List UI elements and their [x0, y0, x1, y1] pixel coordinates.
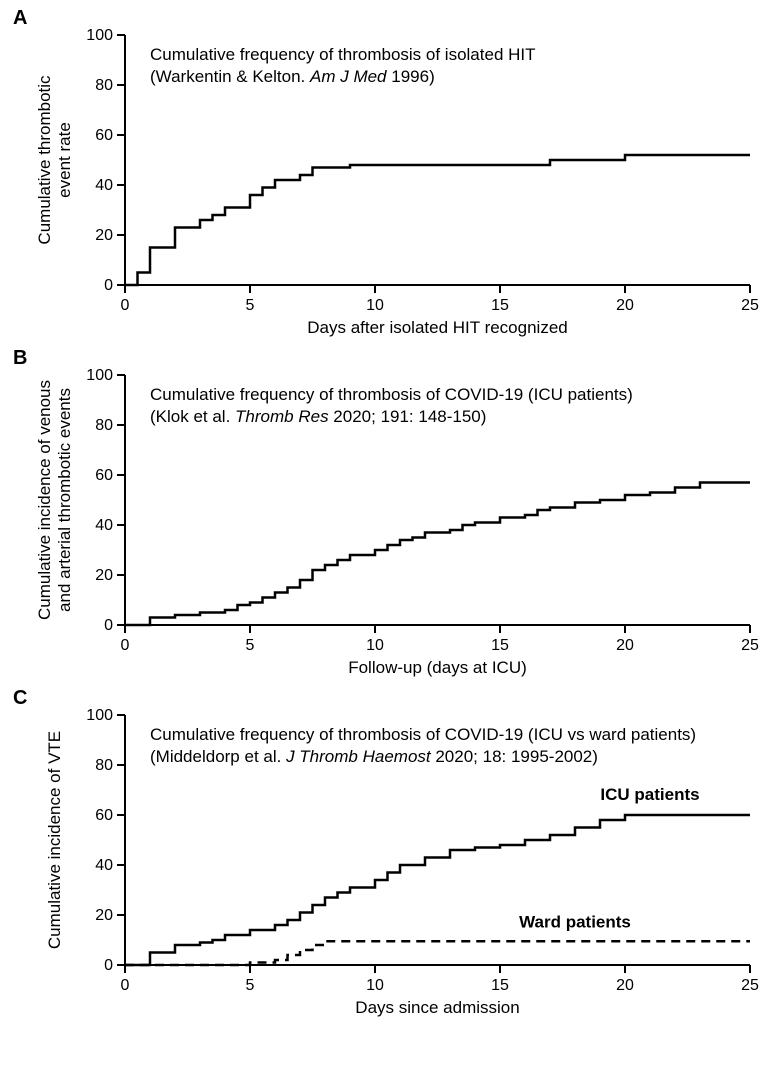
svg-text:25: 25 [741, 977, 759, 994]
svg-text:60: 60 [95, 467, 113, 484]
figure-container: A 0204060801000510152025Days after isola… [10, 10, 774, 1035]
svg-text:0: 0 [104, 277, 113, 294]
svg-text:20: 20 [616, 297, 634, 314]
svg-text:25: 25 [741, 637, 759, 654]
svg-text:Cumulative incidence of VTE: Cumulative incidence of VTE [45, 731, 64, 949]
svg-text:Ward patients: Ward patients [519, 913, 631, 932]
svg-text:Cumulative thrombotic: Cumulative thrombotic [35, 75, 54, 245]
svg-text:5: 5 [246, 637, 255, 654]
svg-text:20: 20 [616, 637, 634, 654]
svg-text:60: 60 [95, 127, 113, 144]
chart-a: 0 20 40 60 80 100 0 5 10 15 20 25 Days after isolate… [10, 10, 774, 340]
chart-c: 0 20 40 60 80 100 0 5 10 15 20 25 Days since admissi… [10, 690, 774, 1035]
panel-b-label: B [13, 347, 27, 370]
svg-text:20: 20 [95, 567, 113, 584]
svg-text:40: 40 [95, 177, 113, 194]
panel-c-label: C [13, 687, 27, 710]
svg-text:100: 100 [86, 367, 113, 384]
svg-text:40: 40 [95, 857, 113, 874]
svg-text:0: 0 [121, 977, 130, 994]
svg-text:(Klok et al. Thromb Res 2020;: (Klok et al. Thromb Res 2020; 191: 148-1… [150, 407, 486, 426]
svg-text:100: 100 [86, 707, 113, 724]
svg-text:100: 100 [86, 27, 113, 44]
svg-text:20: 20 [616, 977, 634, 994]
svg-text:10: 10 [366, 297, 384, 314]
svg-text:5: 5 [246, 977, 255, 994]
svg-text:0: 0 [104, 617, 113, 634]
svg-text:80: 80 [95, 757, 113, 774]
svg-text:and arterial thrombotic events: and arterial thrombotic events [55, 388, 74, 612]
svg-text:0: 0 [104, 957, 113, 974]
svg-text:15: 15 [491, 637, 509, 654]
svg-text:0: 0 [121, 637, 130, 654]
svg-text:40: 40 [95, 517, 113, 534]
svg-text:event rate: event rate [55, 122, 74, 198]
svg-text:Days after isolated HIT recogn: Days after isolated HIT recognized [307, 318, 567, 337]
svg-text:15: 15 [491, 297, 509, 314]
svg-text:5: 5 [246, 297, 255, 314]
panel-b: B 0 20 40 60 80 100 0 5 10 15 20 25 Follow-up (days … [10, 350, 774, 680]
svg-text:Cumulative frequency of thromb: Cumulative frequency of thrombosis of CO… [150, 725, 696, 744]
svg-text:Cumulative incidence of venous: Cumulative incidence of venous [35, 380, 54, 620]
svg-text:(Middeldorp et al. J Thromb Ha: (Middeldorp et al. J Thromb Haemost 2020… [150, 747, 598, 766]
panel-a-label: A [13, 7, 27, 30]
svg-text:20: 20 [95, 227, 113, 244]
svg-text:Cumulative frequency of thromb: Cumulative frequency of thrombosis of CO… [150, 385, 633, 404]
svg-text:60: 60 [95, 807, 113, 824]
svg-text:80: 80 [95, 417, 113, 434]
svg-text:25: 25 [741, 297, 759, 314]
svg-text:20: 20 [95, 907, 113, 924]
panel-c: C 0 20 40 60 80 100 0 5 10 15 20 25 Days since admis… [10, 690, 774, 1035]
svg-text:Follow-up (days at ICU): Follow-up (days at ICU) [348, 658, 527, 677]
svg-text:0: 0 [121, 297, 130, 314]
panel-a: A 0 20 40 60 80 100 0 5 10 15 20 25 Days after isola… [10, 10, 774, 340]
svg-text:10: 10 [366, 977, 384, 994]
chart-b: 0 20 40 60 80 100 0 5 10 15 20 25 Follow-up (days at… [10, 350, 774, 680]
svg-text:80: 80 [95, 77, 113, 94]
svg-text:(Warkentin & Kelton. Am J Med: (Warkentin & Kelton. Am J Med 1996) [150, 67, 435, 86]
svg-text:Days since admission: Days since admission [355, 998, 519, 1017]
svg-text:15: 15 [491, 977, 509, 994]
svg-text:Cumulative frequency of thromb: Cumulative frequency of thrombosis of is… [150, 45, 536, 64]
svg-text:10: 10 [366, 637, 384, 654]
svg-text:ICU patients: ICU patients [600, 785, 699, 804]
